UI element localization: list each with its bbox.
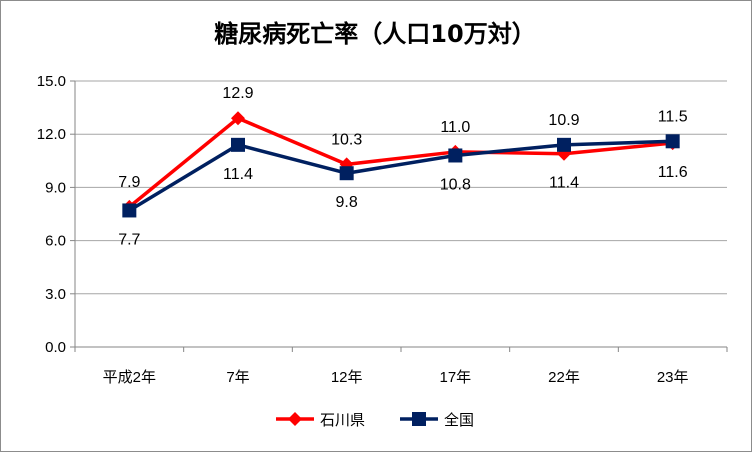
data-label: 7.7 xyxy=(118,231,140,248)
data-label: 7.9 xyxy=(118,174,140,191)
axes xyxy=(70,81,727,352)
data-point-national xyxy=(448,148,462,162)
legend-item-national: 全国 xyxy=(400,411,474,429)
y-tick-label: 12.0 xyxy=(37,126,66,143)
data-point-national xyxy=(666,134,680,148)
data-label: 9.8 xyxy=(336,194,358,211)
legend-marker-national xyxy=(412,412,426,426)
data-label: 10.8 xyxy=(440,176,471,193)
series-national xyxy=(122,134,679,217)
x-tick-label: 7年 xyxy=(226,369,249,386)
data-point-national xyxy=(340,166,354,180)
data-point-national xyxy=(122,203,136,217)
data-point-national xyxy=(231,138,245,152)
data-label: 11.4 xyxy=(549,175,579,192)
data-label: 11.6 xyxy=(658,164,688,181)
x-tick-label: 22年 xyxy=(548,369,580,386)
gridlines xyxy=(75,81,727,294)
legend-marker-ishikawa xyxy=(288,412,302,426)
legend-label-ishikawa: 石川県 xyxy=(320,411,365,429)
data-label: 11.0 xyxy=(440,119,470,136)
x-tick-label: 12年 xyxy=(331,369,363,386)
y-tick-label: 0.0 xyxy=(45,339,66,356)
y-tick-label: 6.0 xyxy=(45,233,66,250)
y-tick-labels: 0.0 3.0 6.0 9.0 12.0 15.0 xyxy=(37,73,66,356)
data-label: 11.4 xyxy=(223,166,253,183)
y-tick-label: 15.0 xyxy=(37,73,66,90)
x-tick-label: 平成2年 xyxy=(103,369,156,386)
legend-label-national: 全国 xyxy=(444,411,474,429)
series-group xyxy=(122,111,679,217)
x-tick-labels: 平成2年 7年 12年 17年 22年 23年 xyxy=(103,369,689,386)
data-label: 10.9 xyxy=(548,112,579,129)
data-point-national xyxy=(557,138,571,152)
legend-item-ishikawa: 石川県 xyxy=(276,411,365,429)
y-tick-label: 9.0 xyxy=(45,179,66,196)
data-label: 12.9 xyxy=(222,85,253,102)
x-tick-label: 17年 xyxy=(439,369,471,386)
x-tick-label: 23年 xyxy=(657,369,689,386)
legend: 石川県 全国 xyxy=(276,411,474,429)
data-label: 10.3 xyxy=(331,131,362,148)
y-tick-label: 3.0 xyxy=(45,286,66,303)
data-label: 11.5 xyxy=(658,108,688,125)
